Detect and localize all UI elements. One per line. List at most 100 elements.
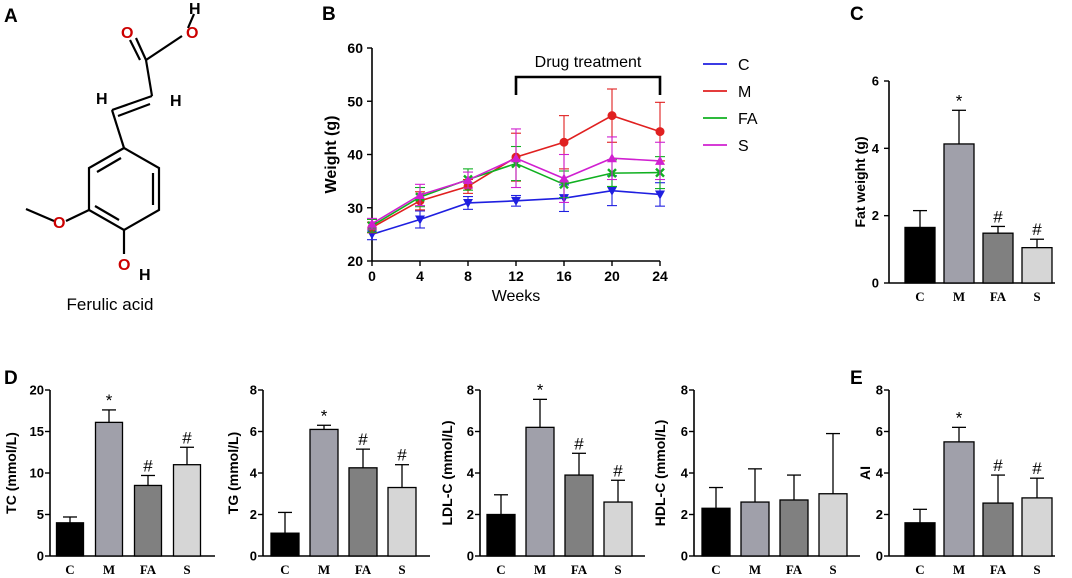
bar-m <box>943 441 975 557</box>
significance-mark: * <box>537 380 544 399</box>
x-tick-label: 0 <box>368 268 376 284</box>
significance-mark: * <box>956 91 963 110</box>
bar-m <box>740 501 770 557</box>
y-tick-label: 2 <box>681 507 688 522</box>
significance-mark: * <box>106 391 113 410</box>
data-point <box>559 173 569 183</box>
series-c <box>367 175 665 241</box>
legend-label-m: M <box>738 84 751 101</box>
data-point <box>511 196 521 206</box>
x-category-label: M <box>953 289 965 304</box>
y-tick-label: 4 <box>250 466 258 481</box>
x-category-label: S <box>183 562 190 577</box>
legend-label-c: C <box>738 57 750 74</box>
y-axis-title: Fat weight (g) <box>852 137 868 228</box>
atom-h-vinyl-left: H <box>96 91 108 108</box>
weight-line-chart: 20 30 40 50 60 0 4 8 12 16 20 24 Weeks Weight (g) Drug… <box>323 40 758 305</box>
x-category-label: C <box>496 562 505 577</box>
y-tick-label: 6 <box>250 424 257 439</box>
bar-m <box>309 428 339 557</box>
bar-fa <box>564 474 594 557</box>
x-tick-label: 16 <box>556 268 572 284</box>
data-point <box>655 127 665 137</box>
y-axis-title: Weight (g) <box>323 116 340 194</box>
x-category-label: M <box>534 562 546 577</box>
y-tick-label: 2 <box>872 208 879 223</box>
y-tick-label: 0 <box>681 549 688 564</box>
y-tick-label: 6 <box>681 424 688 439</box>
x-category-label: C <box>65 562 74 577</box>
bar-s <box>172 464 202 557</box>
bar-c <box>904 522 936 557</box>
bar-m <box>943 143 975 284</box>
y-tick-label: 40 <box>347 147 363 163</box>
bar-fa <box>982 232 1014 284</box>
y-axis-title: AI <box>857 466 873 480</box>
y-tick-label: 50 <box>347 93 363 109</box>
x-category-label: S <box>398 562 405 577</box>
data-point <box>607 186 617 196</box>
x-axis-title: Weeks <box>492 288 541 305</box>
significance-mark: # <box>358 430 368 449</box>
data-point <box>463 198 473 208</box>
x-category-label: M <box>953 562 965 577</box>
y-axis-title: TC (mmol/L) <box>3 432 19 514</box>
molecule-name: Ferulic acid <box>67 295 154 314</box>
y-tick-label: 2 <box>467 507 474 522</box>
y-tick-label: 20 <box>347 253 363 269</box>
x-tick-label: 8 <box>464 268 472 284</box>
data-point <box>367 218 377 228</box>
x-category-label: FA <box>355 562 372 577</box>
y-tick-label: 0 <box>876 549 883 564</box>
y-tick-label: 5 <box>37 507 44 522</box>
x-category-label: C <box>711 562 720 577</box>
y-tick-label: 0 <box>37 549 44 564</box>
bar-fa <box>982 502 1014 557</box>
y-tick-label: 4 <box>872 141 880 156</box>
y-axis-title: LDL-C (mmol/L) <box>439 421 455 526</box>
y-tick-label: 4 <box>681 466 689 481</box>
x-category-label: M <box>749 562 761 577</box>
molecule-bonds <box>25 13 196 254</box>
panel-label-c: C <box>850 4 864 25</box>
significance-mark: # <box>143 456 153 475</box>
atom-o-hydroxyl: O <box>118 257 130 274</box>
bar-c <box>486 513 516 557</box>
panel-label-b: B <box>322 4 336 25</box>
data-point <box>655 190 665 200</box>
y-tick-label: 10 <box>30 466 44 481</box>
significance-mark: # <box>993 456 1003 475</box>
y-tick-label: 0 <box>467 549 474 564</box>
data-point <box>607 111 617 121</box>
y-tick-label: 8 <box>681 383 688 398</box>
bar-s <box>1021 246 1053 284</box>
atom-h-vinyl-right: H <box>170 93 182 110</box>
significance-mark: # <box>613 461 623 480</box>
x-category-label: C <box>915 562 924 577</box>
ai-bar-chart: 0 2 4 6 8 AI C M * FA # S # <box>857 383 1055 577</box>
data-point <box>463 175 473 185</box>
data-point <box>607 153 617 163</box>
significance-mark: # <box>574 434 584 453</box>
bar-s <box>818 493 848 557</box>
x-category-label: S <box>1033 562 1040 577</box>
x-tick-label: 4 <box>416 268 424 284</box>
tg-bar-chart: 0 2 4 6 8 TG (mmol/L) C M * FA # S # <box>225 383 430 577</box>
legend-label-fa: FA <box>738 111 758 128</box>
significance-mark: # <box>993 207 1003 226</box>
panel-label-a: A <box>4 6 18 27</box>
bar-fa <box>133 484 163 557</box>
y-tick-label: 0 <box>250 549 257 564</box>
y-tick-label: 4 <box>467 466 475 481</box>
bar-s <box>387 486 417 557</box>
y-tick-label: 2 <box>250 507 257 522</box>
significance-mark: # <box>1032 459 1042 478</box>
x-category-label: C <box>915 289 924 304</box>
x-category-label: S <box>614 562 621 577</box>
y-tick-label: 2 <box>876 507 883 522</box>
x-category-label: FA <box>571 562 588 577</box>
significance-mark: * <box>956 408 963 427</box>
bar-c <box>701 507 731 557</box>
significance-mark: # <box>182 428 192 447</box>
